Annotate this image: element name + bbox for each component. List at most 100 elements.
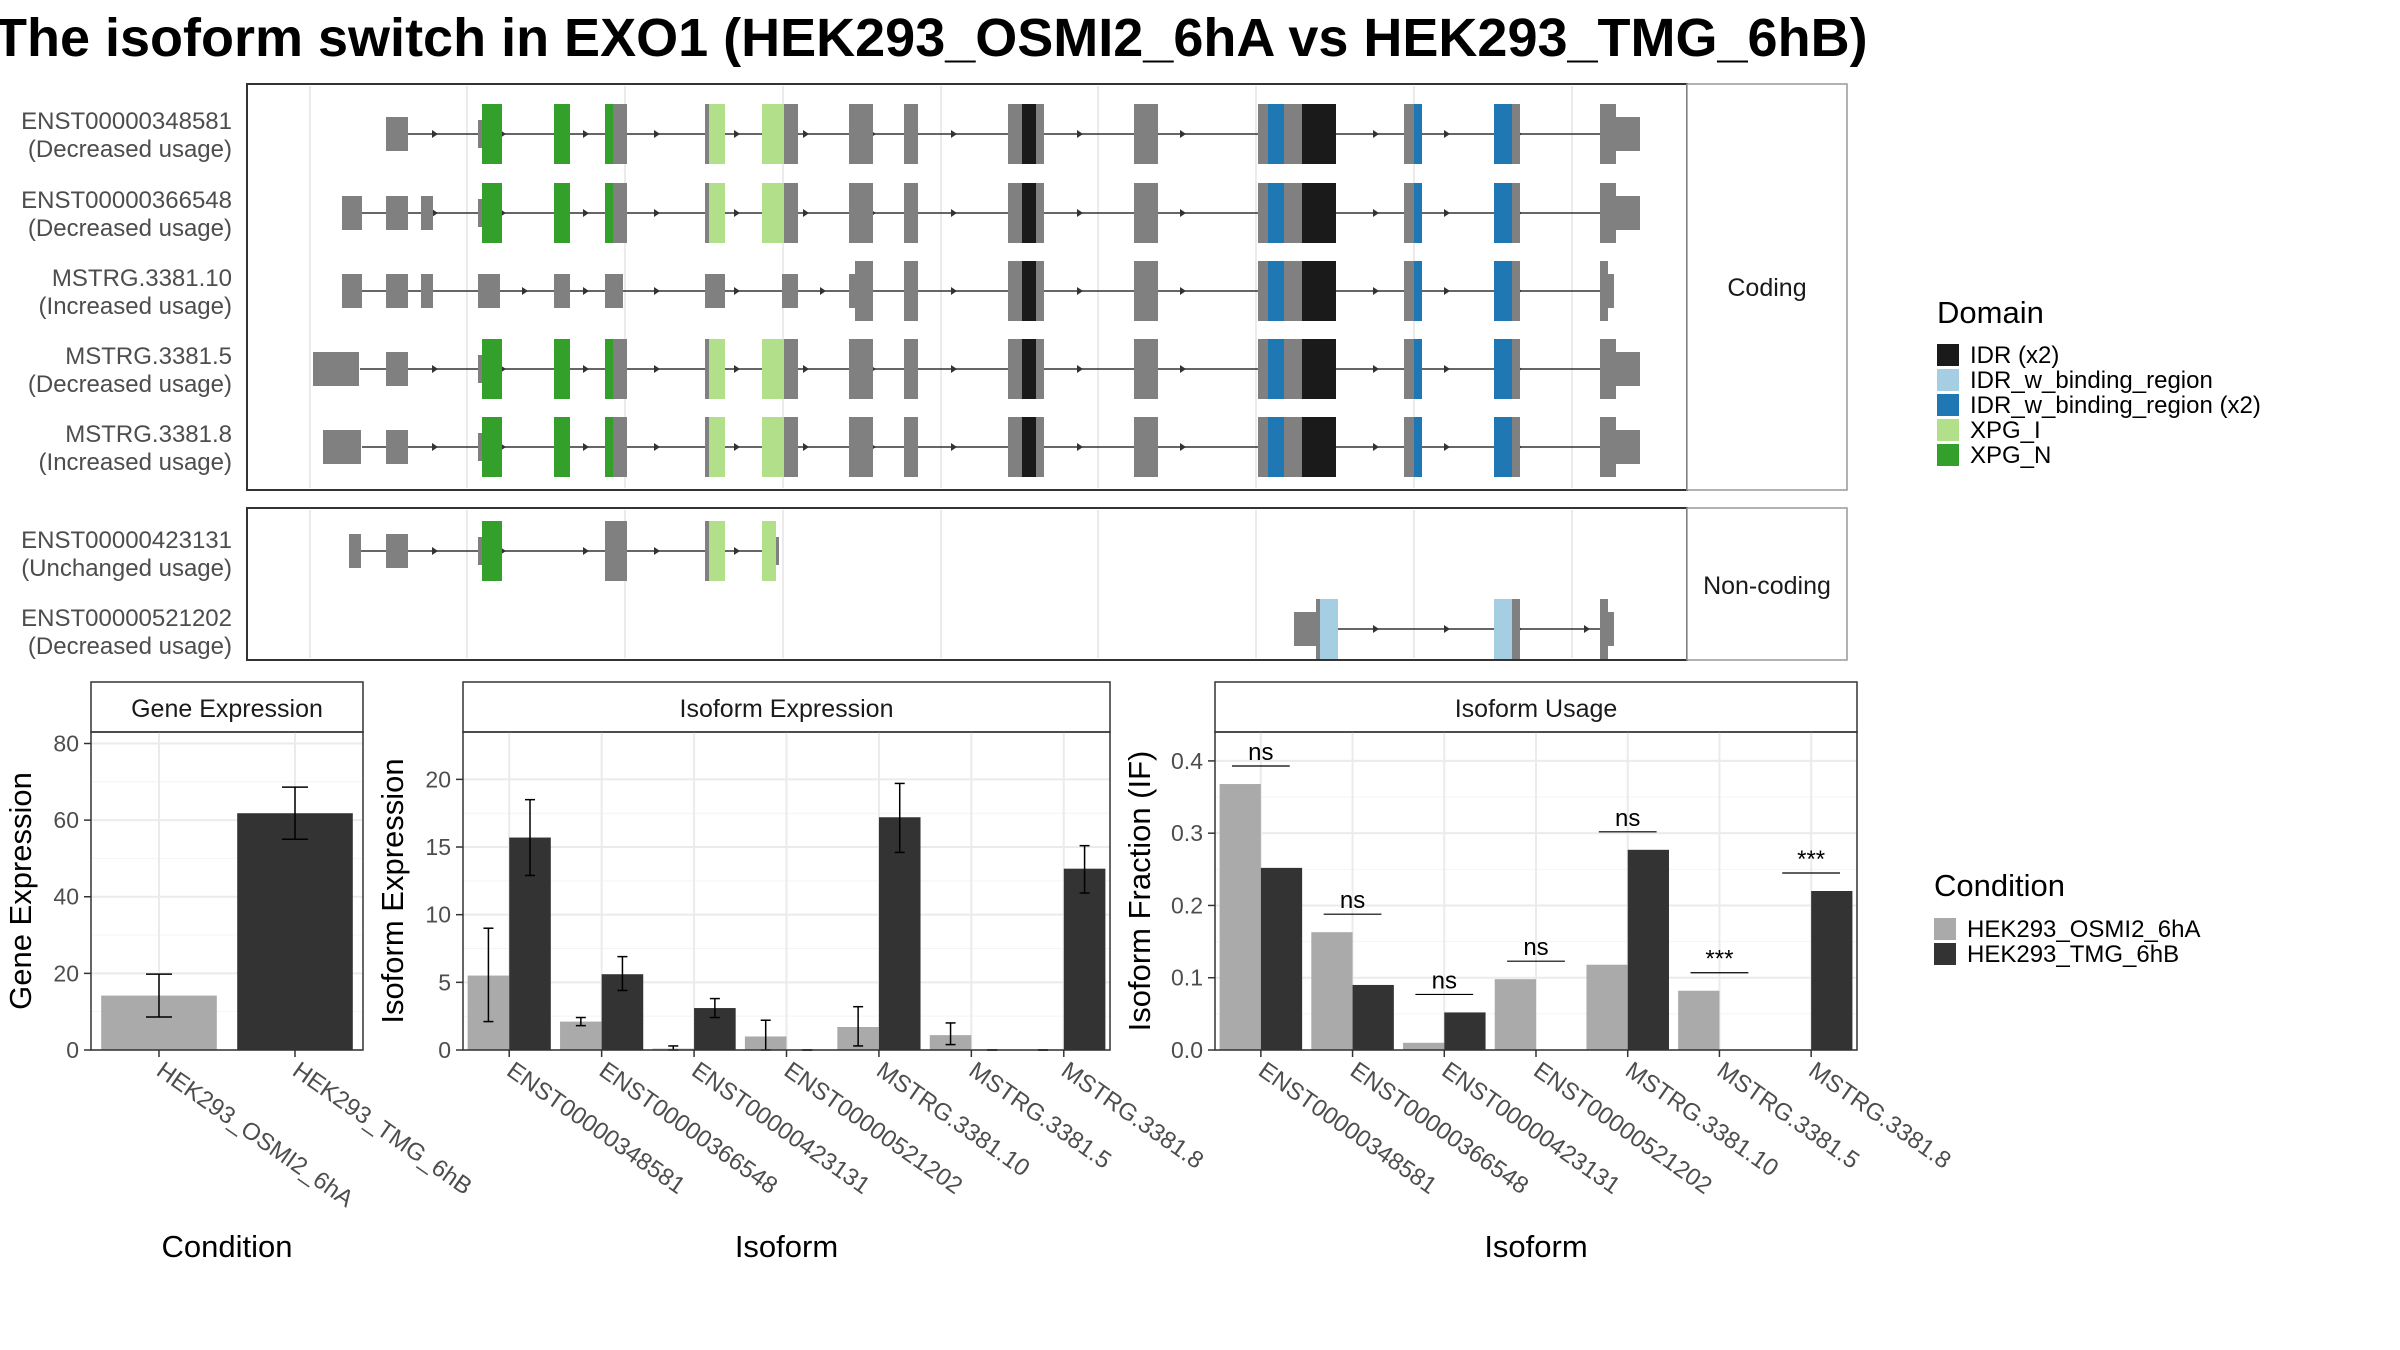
y-tick-label: 60: [53, 807, 79, 833]
isoform-structure-panel: Coding Non-coding ENST00000348581 (Decre…: [21, 83, 1848, 661]
isoform-track-enst00000348581: [386, 104, 1640, 164]
isoform-usage: (Decreased usage): [28, 215, 232, 242]
y-tick-label: 0.3: [1171, 820, 1203, 846]
isoform-usage-chart: Isoform Usage ns ns ns ns ns *** *** 0.0 0.1 0.2 0.…: [1122, 681, 1956, 1264]
legend-swatch-condition-b: [1934, 943, 1956, 965]
isoform-usage: (Decreased usage): [28, 136, 232, 163]
y-tick-label: 20: [53, 960, 79, 986]
isoform-label-mstrg-3381-10: MSTRG.3381.10 (Increased usage): [39, 265, 232, 320]
facet-strip: [1214, 681, 1858, 733]
y-tick-label: 0.0: [1171, 1037, 1203, 1063]
significance-label: ns: [1248, 739, 1273, 766]
significance-label: ***: [1705, 946, 1733, 973]
facet-strip-title: Isoform Expression: [680, 695, 894, 723]
isoform-id: ENST00000348581: [21, 108, 232, 135]
isoform-label-enst00000366548: ENST00000366548 (Decreased usage): [21, 187, 232, 242]
panel-border: [90, 731, 364, 1051]
isoform-label-mstrg-3381-5: MSTRG.3381.5 (Decreased usage): [28, 343, 232, 398]
bar: [1260, 867, 1303, 1050]
domain-legend-title: Domain: [1937, 295, 2044, 330]
x-axis-title: Isoform: [1484, 1229, 1587, 1264]
isoform-label-enst00000521202: ENST00000521202 (Decreased usage): [21, 605, 232, 660]
y-tick-label: 0.1: [1171, 965, 1203, 991]
y-tick-label: 20: [425, 766, 451, 792]
isoform-usage: (Decreased usage): [28, 633, 232, 660]
y-tick-label: 5: [438, 969, 451, 995]
isoform-label-enst00000423131: ENST00000423131 (Unchanged usage): [21, 527, 232, 582]
legend-label: XPG_N: [1970, 442, 2051, 469]
legend-label: XPG_I: [1970, 417, 2041, 444]
bar: [1678, 990, 1720, 1050]
isoform-id: ENST00000423131: [21, 527, 232, 554]
isoform-expression-chart: Isoform Expression05101520ENST0000034858…: [375, 681, 1208, 1264]
coding-panel-frame: [246, 83, 1688, 491]
legend-label: HEK293_OSMI2_6hA: [1967, 916, 2200, 943]
figure-title: The isoform switch in EXO1 (HEK293_OSMI2…: [0, 8, 1868, 68]
bar: [1063, 868, 1106, 1050]
bar: [237, 813, 353, 1050]
legend-label: HEK293_TMG_6hB: [1967, 941, 2179, 968]
condition-legend: Condition HEK293_OSMI2_6hA HEK293_TMG_6h…: [1934, 868, 2200, 968]
facet-strip-title: Gene Expression: [131, 695, 323, 723]
facet-strip: [462, 681, 1111, 733]
bar: [1311, 932, 1353, 1050]
x-tick-label: MSTRG.3381.10: [1620, 1057, 1783, 1182]
isoform-id: ENST00000521202: [21, 605, 232, 632]
isoform-track-mstrg-3381-10: [342, 261, 1614, 321]
bar: [1403, 1042, 1445, 1050]
legend-swatch-idr-w-binding-region-x2: [1937, 394, 1959, 416]
isoform-track-mstrg-3381-5: [313, 339, 1640, 399]
x-axis-title: Isoform: [735, 1229, 838, 1264]
y-tick-label: 0.2: [1171, 892, 1203, 918]
legend-swatch-xpg-i: [1937, 419, 1959, 441]
isoform-usage: (Increased usage): [39, 293, 232, 320]
x-axis-title: Condition: [162, 1229, 293, 1264]
y-tick-label: 0: [438, 1037, 451, 1063]
isoform-track-enst00000521202: [1294, 599, 1614, 659]
condition-legend-title: Condition: [1934, 868, 2065, 903]
bar: [1627, 849, 1669, 1050]
isoform-id: MSTRG.3381.10: [52, 265, 232, 292]
y-tick-label: 80: [53, 730, 79, 756]
isoform-id: MSTRG.3381.8: [65, 421, 232, 448]
isoform-id: ENST00000366548: [21, 187, 232, 214]
significance-label: ns: [1340, 887, 1365, 914]
bar: [1811, 891, 1853, 1050]
legend-swatch-idr-w-binding-region: [1937, 369, 1959, 391]
isoform-id: MSTRG.3381.5: [65, 343, 232, 370]
legend-swatch-condition-a: [1934, 918, 1956, 940]
significance-label: ns: [1615, 805, 1640, 832]
significance-label: ***: [1797, 846, 1825, 873]
y-axis-title: Isoform Expression: [375, 758, 410, 1023]
y-axis-title: Isoform Fraction (IF): [1122, 751, 1157, 1032]
x-tick-label: MSTRG.3381.10: [871, 1057, 1034, 1182]
isoform-track-mstrg-3381-8: [323, 417, 1640, 477]
isoform-usage: (Unchanged usage): [21, 555, 232, 582]
bar: [1219, 784, 1261, 1050]
isoform-track-enst00000366548: [342, 183, 1640, 243]
y-axis-title: Gene Expression: [3, 772, 38, 1010]
isoform-label-enst00000348581: ENST00000348581 (Decreased usage): [21, 108, 232, 163]
facet-strip-title: Isoform Usage: [1455, 695, 1618, 723]
coding-strip-label: Coding: [1727, 274, 1806, 302]
significance-label: ns: [1432, 967, 1457, 994]
bar: [878, 817, 921, 1050]
y-tick-label: 15: [425, 834, 451, 860]
noncoding-strip: [1686, 507, 1848, 661]
domain-legend: Domain IDR (x2) IDR_w_binding_region IDR…: [1937, 295, 2261, 469]
isoform-label-mstrg-3381-8: MSTRG.3381.8 (Increased usage): [39, 421, 232, 476]
noncoding-panel-frame: [246, 507, 1688, 661]
legend-swatch-idr-x2: [1937, 344, 1959, 366]
bar: [1444, 1012, 1486, 1050]
bar: [1494, 979, 1536, 1050]
noncoding-strip-label: Non-coding: [1703, 572, 1831, 600]
bar: [1586, 964, 1628, 1050]
coding-strip: [1686, 83, 1848, 491]
bar: [1352, 984, 1394, 1050]
isoform-usage: (Decreased usage): [28, 371, 232, 398]
significance-label: ns: [1523, 934, 1548, 961]
legend-swatch-xpg-n: [1937, 444, 1959, 466]
legend-label: IDR (x2): [1970, 342, 2059, 369]
y-tick-label: 40: [53, 884, 79, 910]
